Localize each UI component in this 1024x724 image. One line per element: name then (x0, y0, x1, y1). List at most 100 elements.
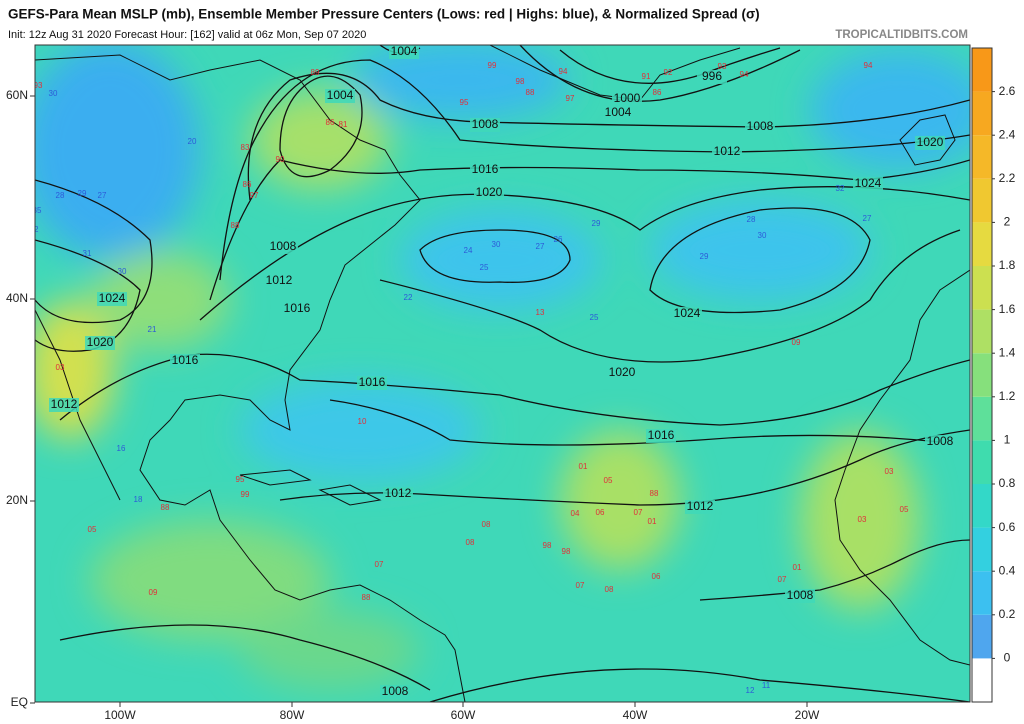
low-center: 08 (482, 520, 491, 529)
lon-label: 100W (104, 708, 136, 722)
lat-label: 60N (6, 88, 28, 102)
high-center: 25 (480, 263, 489, 272)
coast-americas (35, 54, 466, 702)
high-center: 22 (404, 293, 413, 302)
low-center: 03 (56, 363, 65, 372)
coast-mexico (35, 309, 121, 501)
low-center: 01 (793, 563, 802, 572)
colorbar-band (972, 178, 992, 223)
high-center: 30 (118, 267, 127, 276)
colorbar-band (972, 440, 992, 484)
high-center: 27 (863, 214, 872, 223)
isobar-label-bg (672, 307, 702, 321)
map-axes: 60N 40N 20N EQ 100W 80W 60W 40W 20W (6, 88, 820, 722)
low-center: 92 (664, 68, 673, 77)
low-center: 06 (596, 508, 605, 517)
colorbar-tick-label: 0.8 (999, 476, 1016, 490)
isobar-label-bg (474, 186, 504, 200)
isobar-label: 1012 (714, 144, 741, 158)
colorbar-tick-label: 2.2 (999, 171, 1016, 185)
high-center: 31 (83, 249, 92, 258)
low-center: 01 (648, 517, 657, 526)
low-center: 98 (562, 547, 571, 556)
high-center: 30 (49, 89, 58, 98)
low-center: 98 (516, 77, 525, 86)
isobar-label: 1020 (87, 335, 114, 349)
isobar-label: 1024 (855, 176, 882, 190)
isobar-label-bg (853, 177, 883, 191)
lon-label: 60W (451, 708, 476, 722)
map-frame (34, 44, 971, 703)
lat-label: EQ (11, 695, 28, 709)
isobar-label-bg (268, 240, 298, 254)
low-center: 07 (375, 560, 384, 569)
high-center: 26 (554, 235, 563, 244)
isobar-label: 1000 (614, 91, 641, 105)
high-center: 11 (762, 681, 771, 690)
colorbar-band (972, 91, 992, 136)
high-center: 30 (492, 240, 501, 249)
colorbar-tick-label: 2 (1004, 215, 1011, 229)
low-center: 97 (250, 191, 259, 200)
low-center: 93 (34, 81, 43, 90)
low-center: 94 (559, 67, 568, 76)
lon-label: 20W (795, 708, 820, 722)
isobar-label-bg (49, 398, 79, 412)
isobar-label-bg (925, 435, 955, 449)
colorbar-band (972, 396, 992, 441)
low-center: 09 (792, 338, 801, 347)
isobar-label-bg (470, 118, 500, 132)
low-center: 97 (566, 94, 575, 103)
high-center: 35 (33, 206, 42, 215)
coast-uk (899, 114, 956, 166)
colorbar-band (972, 266, 992, 310)
colorbar-band (972, 614, 992, 659)
isobars (35, 45, 970, 702)
high-center: 20 (188, 137, 197, 146)
isobar-label: 1020 (609, 365, 636, 379)
lon-label: 40W (623, 708, 648, 722)
low-center: 99 (488, 61, 497, 70)
low-center: 83 (241, 143, 250, 152)
low-center: 88 (161, 503, 170, 512)
isobar-label: 1004 (327, 88, 354, 102)
low-center: 91 (642, 72, 651, 81)
low-center: 88 (231, 221, 240, 230)
low-center: 06 (652, 572, 661, 581)
low-center: 01 (579, 462, 588, 471)
high-center: 30 (758, 231, 767, 240)
coast-caribbean (239, 469, 382, 506)
colorbar-tick-label: 1.8 (999, 258, 1016, 272)
high-center: 16 (117, 444, 126, 453)
coast-africa (834, 269, 970, 666)
high-center: 28 (56, 191, 65, 200)
low-center: 86 (243, 180, 252, 189)
low-center: 81 (339, 120, 348, 129)
low-center: 10 (358, 417, 367, 426)
colorbar-band (972, 527, 992, 572)
isobar-label: 996 (702, 69, 722, 83)
isobar-label-bg (915, 136, 945, 150)
isobar-label-bg (607, 366, 637, 380)
low-center: 03 (885, 467, 894, 476)
isobar-label-bg (685, 500, 715, 514)
low-center: 08 (466, 538, 475, 547)
lon-label: 80W (280, 708, 305, 722)
isobar-label-bg (712, 145, 742, 159)
isobar-label: 1008 (270, 239, 297, 253)
colorbar-band (972, 309, 992, 354)
isobar-label-bg (745, 120, 775, 134)
low-center: 94 (740, 70, 749, 79)
high-center: 29 (592, 219, 601, 228)
high-center: 28 (747, 215, 756, 224)
high-center: 12 (746, 686, 755, 695)
isobar-label-bg (612, 92, 642, 106)
high-center: 18 (134, 495, 143, 504)
low-center: 07 (778, 575, 787, 584)
isobar-label-bg (357, 376, 387, 390)
high-center: 32 (30, 225, 39, 234)
